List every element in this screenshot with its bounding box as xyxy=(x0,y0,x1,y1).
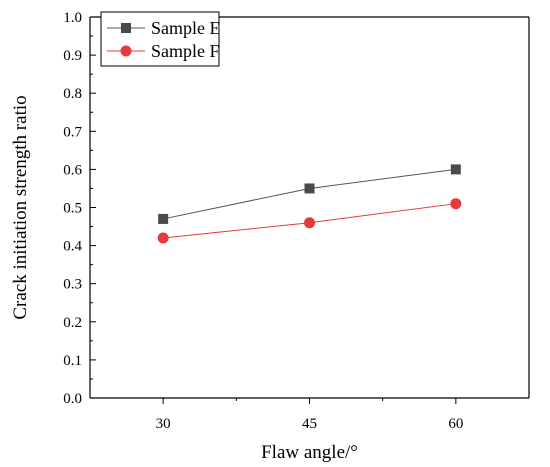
y-tick-label: 0.1 xyxy=(63,353,82,369)
series-line-1 xyxy=(163,168,456,220)
legend-box xyxy=(100,11,220,67)
data-point-circle xyxy=(450,198,462,210)
legend: Sample E Sample F xyxy=(100,11,221,67)
y-tick-label: 0.7 xyxy=(63,124,82,140)
y-tick-label: 1.0 xyxy=(63,10,82,26)
x-tick-label: 60 xyxy=(448,416,463,432)
legend-marker-square xyxy=(121,23,131,33)
x-tick-label: 45 xyxy=(302,416,317,432)
data-point-square xyxy=(158,213,169,224)
data-point-square xyxy=(450,164,461,175)
y-tick-label: 0.9 xyxy=(63,48,82,64)
x-tick-label: 30 xyxy=(156,416,171,432)
y-axis-title: Crack initiation strength ratio xyxy=(10,95,31,319)
axes: 0.0 0.1 0.2 0.3 0.4 0.5 0.6 0.7 0.8 0.9 1.0 30 45 60 xyxy=(63,10,530,432)
y-tick-label: 0.3 xyxy=(63,277,82,293)
legend-marker-circle xyxy=(120,45,132,57)
y-tick-label: 0.5 xyxy=(63,201,82,217)
y-tick-label: 0.0 xyxy=(63,391,82,407)
legend-label: Sample E xyxy=(151,18,221,38)
y-tick-label: 0.4 xyxy=(63,239,82,255)
x-axis-title: Flaw angle/° xyxy=(261,442,358,463)
y-tick-label: 0.2 xyxy=(63,315,82,331)
data-point-square xyxy=(304,183,315,194)
plot-series xyxy=(157,164,462,244)
y-tick-label: 0.6 xyxy=(63,162,82,178)
legend-label: Sample F xyxy=(151,41,220,61)
data-point-circle xyxy=(304,217,315,229)
y-tick-label: 0.8 xyxy=(63,86,82,102)
data-point-circle xyxy=(157,232,169,244)
